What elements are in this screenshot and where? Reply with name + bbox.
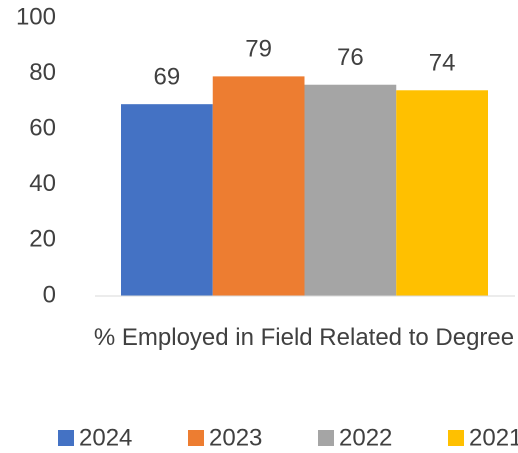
data-label: 79 <box>245 36 272 63</box>
legend-label: 2023 <box>209 424 262 451</box>
y-tick-label: 100 <box>16 3 56 30</box>
data-label: 69 <box>154 64 181 91</box>
y-tick-label: 60 <box>29 115 56 142</box>
data-label: 74 <box>429 50 456 77</box>
bar <box>121 104 213 297</box>
y-tick-label: 80 <box>29 59 56 86</box>
legend-swatch <box>58 430 74 446</box>
y-tick-label: 20 <box>29 226 56 253</box>
data-label: 76 <box>337 44 364 71</box>
legend-swatch <box>448 430 464 446</box>
bar <box>396 90 488 296</box>
bar <box>212 76 305 296</box>
y-tick-label: 0 <box>43 281 56 308</box>
legend-label: 2022 <box>339 424 392 451</box>
legend-label: 2024 <box>79 424 132 451</box>
x-tick-label: % Employed in Field Related to Degree <box>93 324 515 351</box>
y-tick-label: 40 <box>29 170 56 197</box>
legend-label: 2021 <box>469 424 518 451</box>
legend-swatch <box>318 430 334 446</box>
bar <box>304 84 397 296</box>
legend-swatch <box>188 430 204 446</box>
